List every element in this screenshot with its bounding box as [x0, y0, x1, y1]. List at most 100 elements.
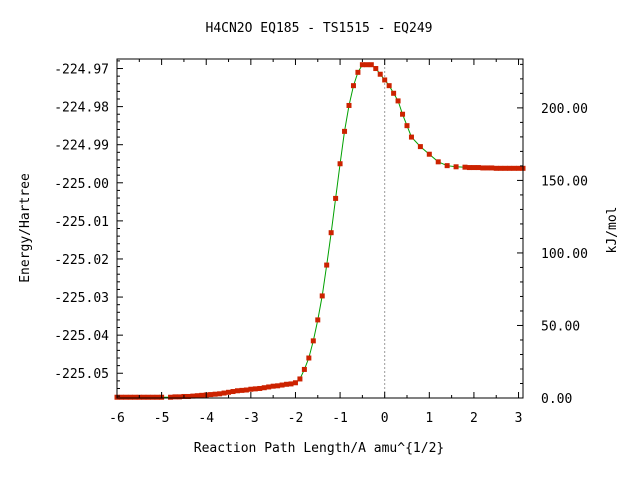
data-point	[444, 163, 450, 169]
x-tick-label: -6	[109, 411, 125, 426]
axes-layer: -6 -5 -4 -3 -2 -1 0 1 2 3 -224.97 -224.98 -224.99 -22…	[54, 59, 588, 426]
data-point	[145, 394, 151, 400]
data-point	[333, 195, 339, 201]
data-point	[480, 165, 486, 171]
data-point	[315, 317, 321, 323]
data-point	[221, 390, 227, 396]
y-tick-label: -225.01	[54, 215, 109, 230]
y-tick-label: -224.97	[54, 63, 109, 78]
data-point	[261, 385, 267, 391]
data-point	[310, 338, 316, 344]
data-point	[185, 393, 191, 399]
x-tick-label: -3	[243, 411, 259, 426]
data-point	[386, 83, 392, 89]
x-tick-label: -2	[288, 411, 304, 426]
x-tick-label: 3	[515, 411, 523, 426]
data-point	[453, 164, 459, 170]
data-point	[493, 165, 499, 171]
data-point	[355, 69, 361, 75]
y-tick-label: -224.99	[54, 139, 109, 154]
data-point	[400, 111, 406, 117]
data-point	[118, 394, 124, 400]
data-point	[234, 388, 240, 394]
data-point	[270, 383, 276, 389]
data-point	[489, 165, 495, 171]
data-point	[466, 165, 472, 171]
data-point	[288, 381, 294, 387]
data-point	[217, 391, 223, 397]
data-point	[408, 134, 414, 140]
data-point	[172, 394, 178, 400]
plot-frame	[116, 58, 524, 399]
data-point	[328, 230, 334, 236]
data-point	[382, 77, 388, 83]
data-point	[395, 98, 401, 104]
x-tick-label: 0	[381, 411, 389, 426]
data-point	[266, 384, 272, 390]
y2-tick-label: 200.00	[541, 102, 588, 117]
data-point	[306, 355, 312, 361]
data-point	[123, 394, 129, 400]
data-point	[132, 394, 138, 400]
data-point	[226, 389, 232, 395]
data-point	[417, 144, 423, 150]
data-point	[257, 385, 263, 391]
data-point	[507, 165, 513, 171]
data-point	[141, 394, 147, 400]
data-point	[350, 83, 356, 89]
data-point	[279, 382, 285, 388]
data-point	[243, 387, 249, 393]
data-point	[168, 394, 174, 400]
data-point	[404, 123, 410, 129]
data-point	[337, 161, 343, 167]
data-point	[342, 128, 348, 134]
data-point	[239, 387, 245, 393]
data-point	[516, 165, 522, 171]
y2-tick-label: 50.00	[541, 319, 580, 334]
x-tick-label: 1	[425, 411, 433, 426]
y2-tick-label: 100.00	[541, 247, 588, 262]
data-point	[292, 380, 298, 386]
y2-tick-label: 0.00	[541, 392, 572, 407]
y-tick-label: -224.98	[54, 101, 109, 116]
data-point	[368, 62, 374, 68]
x-tick-label: -1	[332, 411, 348, 426]
data-point	[511, 165, 517, 171]
data-point	[319, 293, 325, 299]
data-point	[364, 62, 370, 68]
data-point	[284, 381, 290, 387]
data-point	[377, 71, 383, 77]
data-point	[127, 394, 133, 400]
data-point	[208, 392, 214, 398]
data-point	[471, 165, 477, 171]
data-point	[391, 90, 397, 96]
data-point	[484, 165, 490, 171]
data-point	[462, 164, 468, 170]
x-tick-label: -4	[198, 411, 214, 426]
data-point	[199, 392, 205, 398]
data-point	[275, 383, 281, 389]
x-tick-label: 2	[470, 411, 478, 426]
data-point	[252, 386, 258, 392]
data-point	[194, 393, 200, 399]
series-layer	[114, 59, 526, 400]
data-point	[297, 376, 303, 382]
y-tick-label: -225.02	[54, 253, 109, 268]
data-point	[154, 394, 160, 400]
data-point	[190, 393, 196, 399]
data-point	[373, 66, 379, 72]
data-point	[475, 165, 481, 171]
data-point	[426, 151, 432, 157]
data-point	[324, 262, 330, 268]
y-tick-label: -225.04	[54, 329, 109, 344]
data-point	[230, 389, 236, 395]
chart-title: H4CN2O EQ185 - TS1515 - EQ249	[206, 21, 433, 36]
y2-tick-label: 150.00	[541, 174, 588, 189]
data-point	[301, 366, 307, 372]
x-axis-label: Reaction Path Length/A amu^{1/2}	[194, 441, 444, 456]
data-point	[502, 165, 508, 171]
data-point	[176, 394, 182, 400]
y-tick-label: -225.05	[54, 367, 109, 382]
data-point	[150, 394, 156, 400]
data-point	[435, 159, 441, 165]
